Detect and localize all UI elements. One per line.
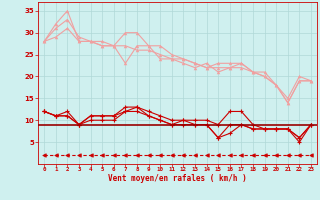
- X-axis label: Vent moyen/en rafales ( km/h ): Vent moyen/en rafales ( km/h ): [108, 174, 247, 183]
